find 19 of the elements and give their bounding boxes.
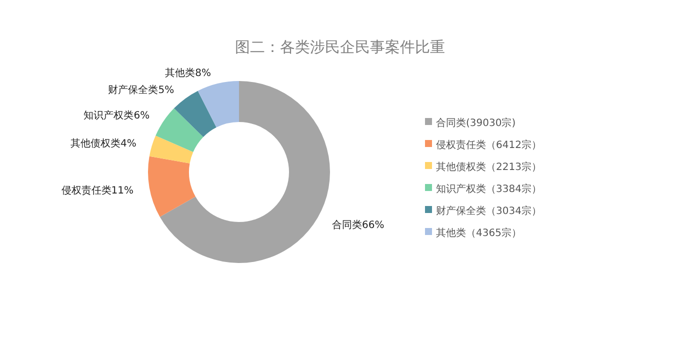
donut-slice [156, 108, 204, 152]
donut-slice [198, 81, 239, 128]
data-label: 财产保全类5% [108, 84, 174, 96]
data-label: 知识产权类6% [84, 109, 150, 122]
legend-label: 财产保全类（3034宗） [436, 205, 542, 217]
data-label: 侵权责任类11% [61, 184, 134, 197]
legend-label: 知识产权类（3384宗） [436, 183, 542, 195]
legend-label: 侵权责任类（6412宗） [436, 139, 542, 151]
donut-slice [160, 81, 330, 263]
legend-label: 合同类(39030宗) [436, 117, 516, 129]
legend-label: 其他债权类（2213宗） [436, 161, 542, 173]
data-label: 合同类66% [332, 218, 384, 231]
chart-title: 图二：各类涉民企民事案件比重 [235, 38, 445, 56]
data-label: 其他债权类4% [70, 137, 136, 150]
donut-slice [174, 90, 216, 138]
legend-label: 其他类（4365宗） [436, 227, 522, 239]
donut-slice [149, 136, 194, 164]
donut-slice [148, 156, 196, 217]
data-label: 其他类8% [165, 66, 212, 79]
